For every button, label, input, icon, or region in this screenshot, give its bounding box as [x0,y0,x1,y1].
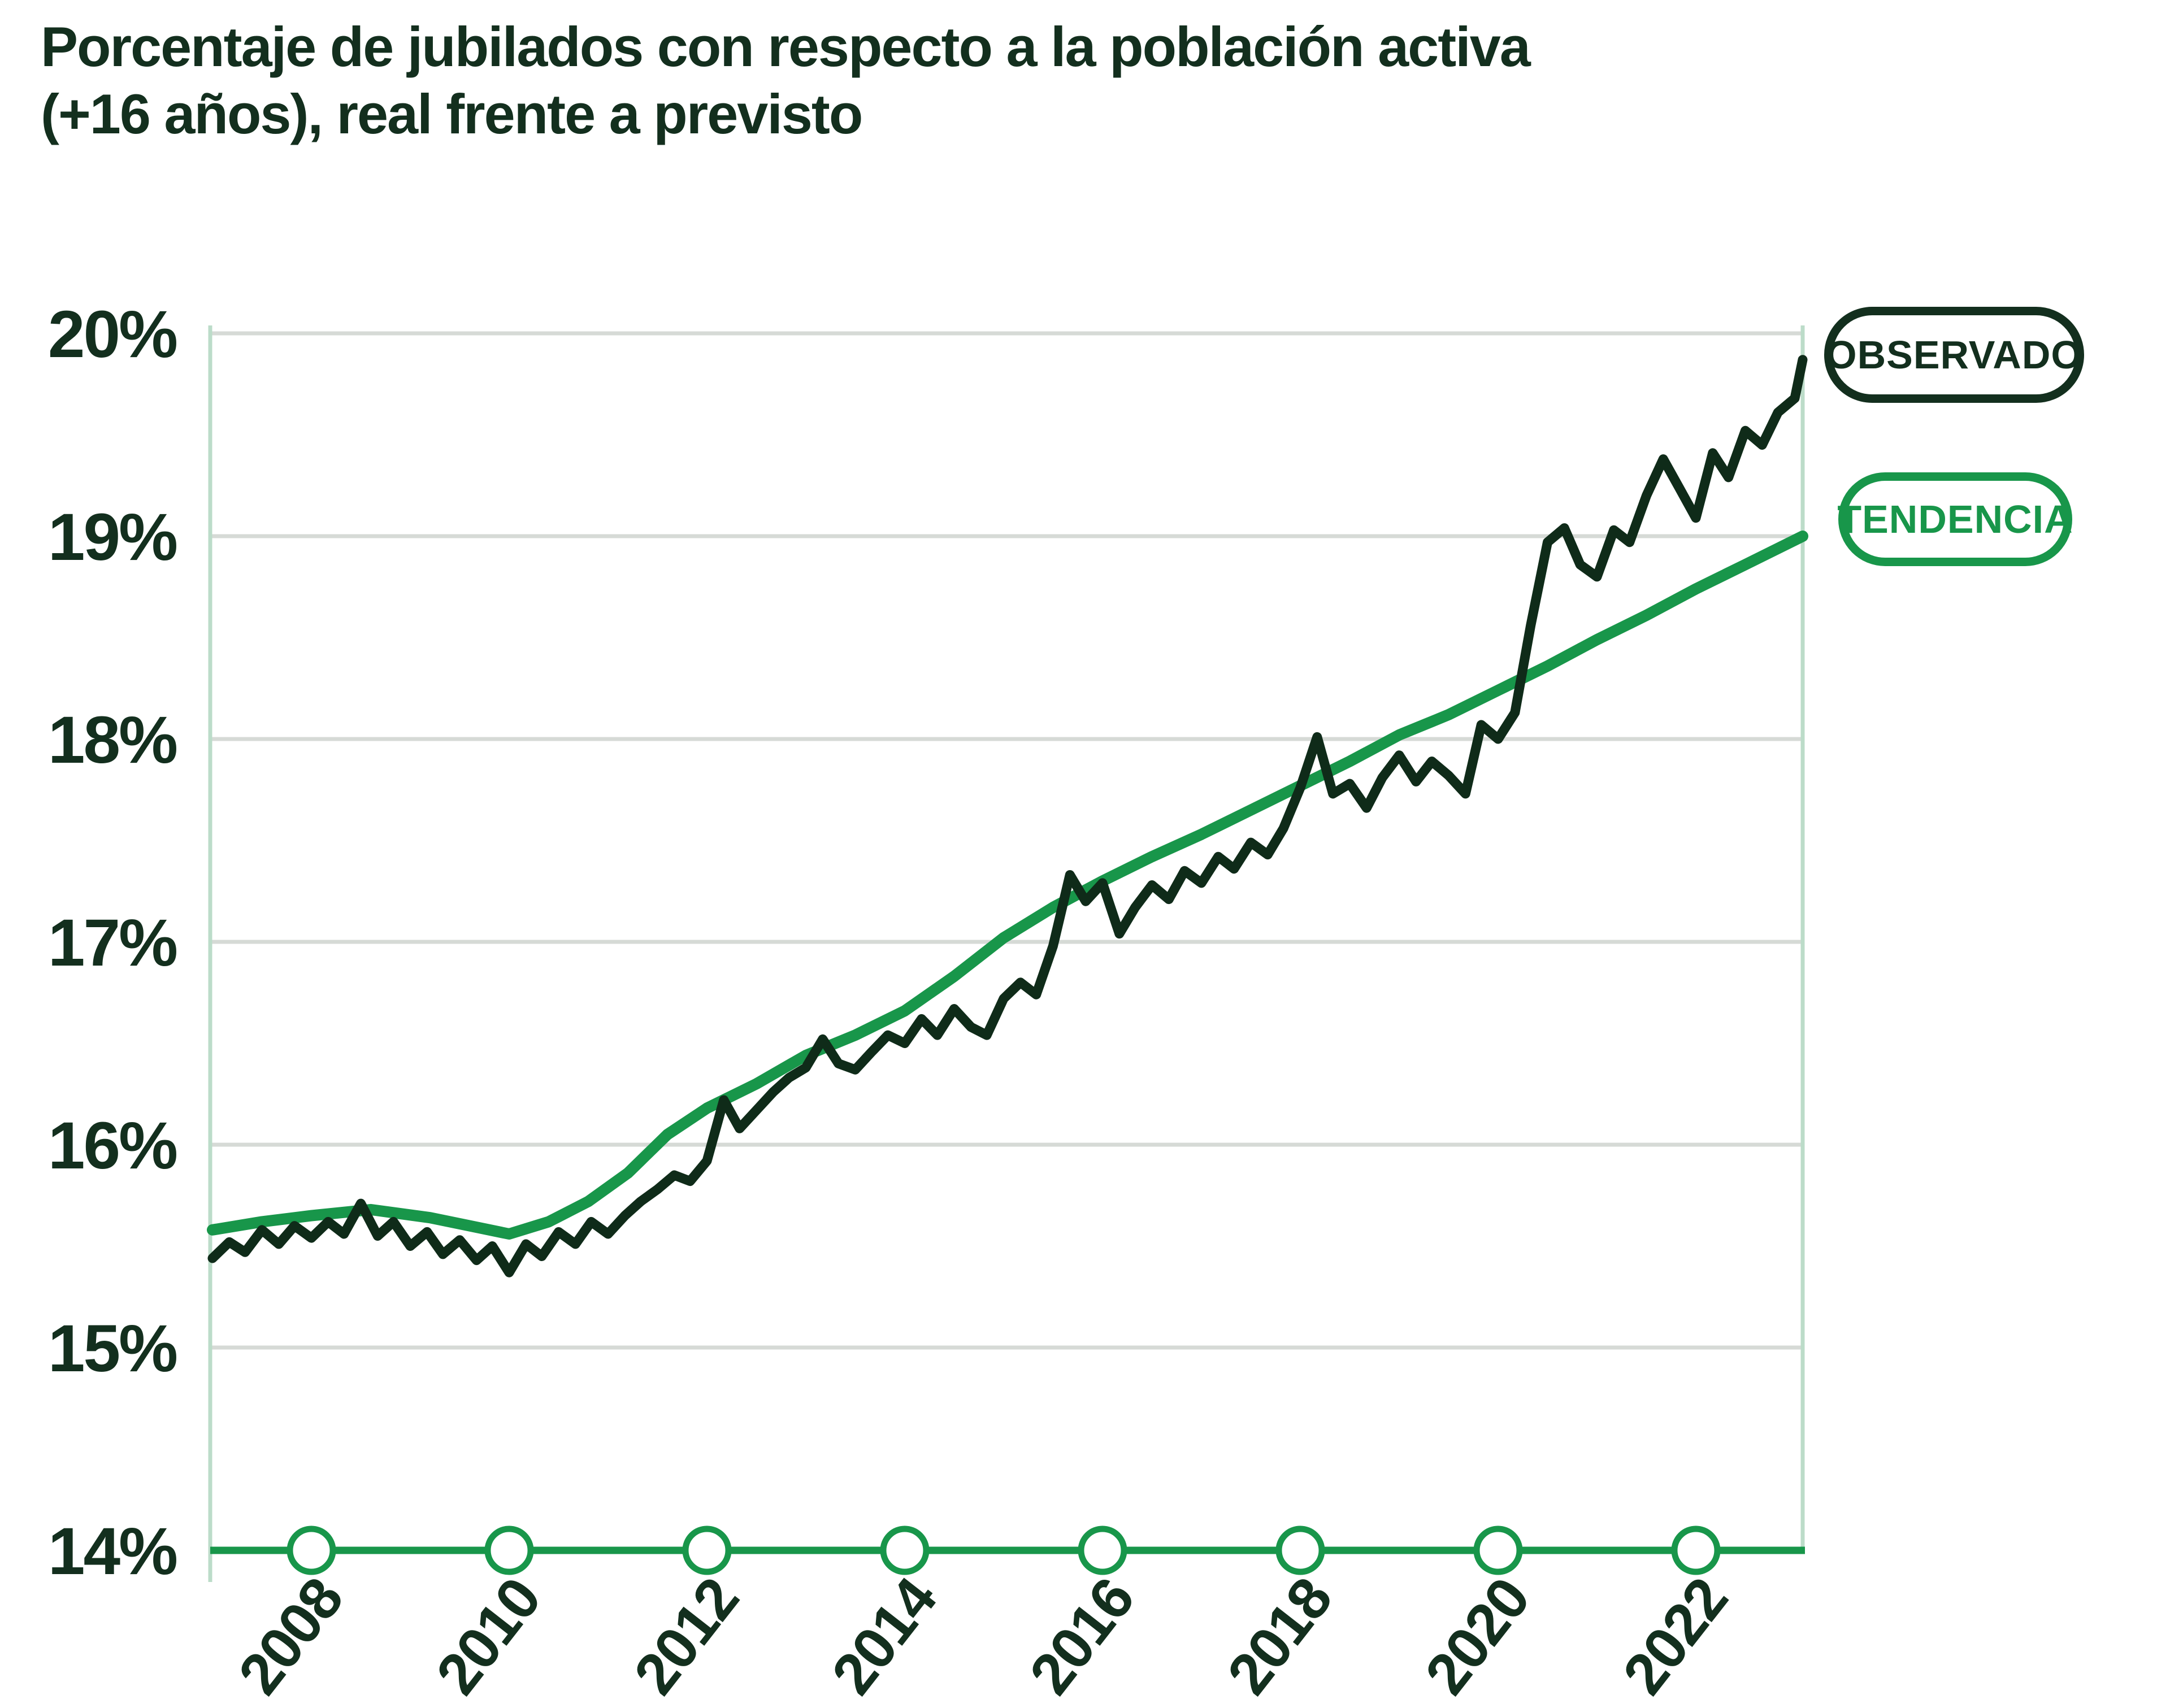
y-tick-label-15%: 15% [48,1311,176,1386]
year-marker-2010 [484,1526,534,1575]
year-marker-2018 [1275,1526,1325,1575]
legend-tendencia-label: TENDENCIA [1837,497,2073,541]
trend-line [207,531,1808,1240]
x-tick-label-2010: 2010 [424,1567,553,1706]
observed-series-path [207,355,1808,1277]
legend-badge-observado: OBSERVADO [1824,307,2084,403]
trend-series-path [207,531,1808,1240]
title-line-1: Porcentaje de jubilados con respecto a l… [41,15,1531,78]
plot-borders [208,325,1805,1582]
y-axis-labels: 20% 19% 18% 17% 16% 15% 14% [48,297,178,1589]
y-tick-label-18%: 18% [48,703,176,777]
x-tick-label-2014: 2014 [819,1566,949,1706]
y-tick-label-17%: 17% [48,906,176,980]
y-tick-label-16%: 16% [48,1109,176,1183]
x-tick-label-2018: 2018 [1215,1567,1344,1706]
year-marker-2012 [682,1526,732,1575]
y-tick-label-19%: 19% [48,500,176,575]
year-marker-2014 [880,1526,930,1575]
year-marker-2020 [1473,1526,1523,1575]
x-axis-year-markers [287,1526,1721,1575]
year-marker-2016 [1078,1526,1127,1575]
x-tick-label-2012: 2012 [622,1567,751,1706]
x-axis-labels: 2008 2010 2012 2014 2016 2018 2020 2022 [226,1566,1740,1706]
x-tick-label-2022: 2022 [1611,1567,1740,1706]
y-tick-label-14%: 14% [48,1514,176,1589]
title-line-2: (+16 años), real frente a previsto [41,82,863,145]
legend-observado-label: OBSERVADO [1826,333,2082,377]
legend-badge-tendencia: TENDENCIA [1837,472,2073,566]
x-tick-label-2020: 2020 [1413,1567,1542,1706]
page-title: Porcentaje de jubilados con respecto a l… [41,14,1849,148]
gridlines [210,331,1803,1350]
x-tick-label-2008: 2008 [226,1567,355,1706]
year-marker-2008 [287,1526,336,1575]
x-tick-label-2016: 2016 [1017,1567,1147,1706]
year-marker-2022 [1671,1526,1721,1575]
y-tick-label-20%: 20% [48,297,176,372]
observed-line [207,355,1808,1277]
